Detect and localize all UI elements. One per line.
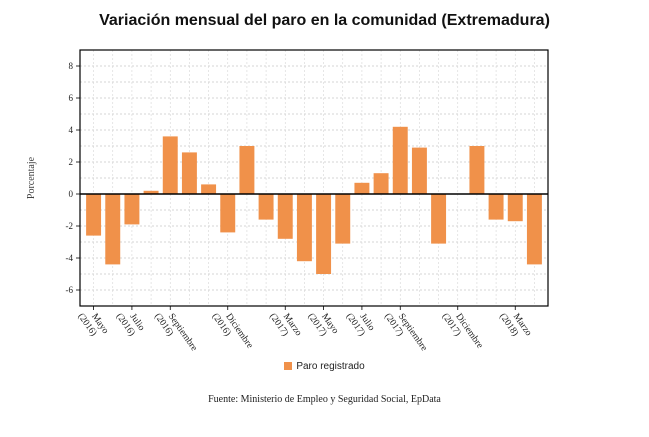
x-tick-label: Mayo(2017)	[306, 305, 341, 342]
bar-2016-10	[181, 152, 197, 194]
y-tick-label: 6	[69, 93, 74, 103]
legend-swatch	[284, 362, 293, 370]
chart-title: Variación mensual del paro en la comunid…	[99, 12, 550, 29]
legend-label: Paro registrado	[296, 361, 365, 372]
y-tick-label: -2	[66, 221, 74, 231]
x-tick-label: Julio(2016)	[114, 305, 147, 339]
bar-2017-07	[354, 182, 370, 194]
bar-2018-01	[469, 146, 485, 194]
bar-2018-04	[526, 194, 542, 265]
bar-2016-08	[143, 190, 159, 194]
y-tick-label: 8	[69, 61, 74, 71]
bar-2017-09	[392, 126, 408, 194]
bar-2017-10	[411, 147, 427, 194]
y-tick-label: 2	[69, 157, 74, 167]
plot-frame	[79, 49, 549, 307]
y-tick-label: -6	[66, 285, 74, 295]
bar-2016-09	[162, 136, 178, 194]
bar-2016-07	[124, 194, 140, 225]
source-note: Fuente: Ministerio de Empleo y Seguridad…	[208, 394, 441, 405]
x-tick-label: Diciembre(2016)	[210, 305, 255, 356]
x-tick-label: Marzo(2018)	[497, 305, 533, 344]
y-tick-label: -4	[66, 253, 74, 263]
bar-2017-06	[335, 194, 351, 244]
legend: Paro registrado	[0, 361, 649, 372]
x-tick-label: Marzo(2017)	[267, 305, 303, 344]
x-tick-label: Mayo(2016)	[76, 305, 111, 342]
bar-2016-05	[86, 194, 102, 236]
bar-2017-04	[296, 194, 312, 262]
y-axis-label: Porcentaje	[26, 156, 37, 199]
y-tick-label: 0	[69, 189, 74, 199]
bar-2016-12	[220, 194, 236, 233]
x-tick-label: Julio(2017)	[344, 305, 377, 339]
bar-2018-03	[507, 194, 523, 222]
bar-2017-05	[316, 194, 332, 274]
bar-2017-08	[373, 173, 389, 194]
bar-2017-02	[258, 194, 274, 220]
y-tick-label: 4	[69, 125, 74, 135]
x-tick-label: Septiembre(2017)	[382, 305, 429, 359]
bar-2016-06	[105, 194, 121, 265]
x-axis-ticks: Mayo(2016) Julio(2016) Septiembre(2016) Dic…	[76, 305, 533, 359]
x-tick-label: Diciembre(2017)	[440, 305, 485, 356]
y-axis-ticks: -6 -4 -2 0 2 4 6 8	[66, 61, 80, 295]
bar-2017-11	[431, 194, 447, 244]
x-tick-label: Septiembre(2016)	[152, 305, 199, 359]
bar-2017-03	[277, 194, 293, 239]
bar-2016-11	[201, 184, 217, 194]
bar-2017-01	[239, 146, 255, 194]
bars	[86, 126, 542, 274]
bar-2018-02	[488, 194, 504, 220]
